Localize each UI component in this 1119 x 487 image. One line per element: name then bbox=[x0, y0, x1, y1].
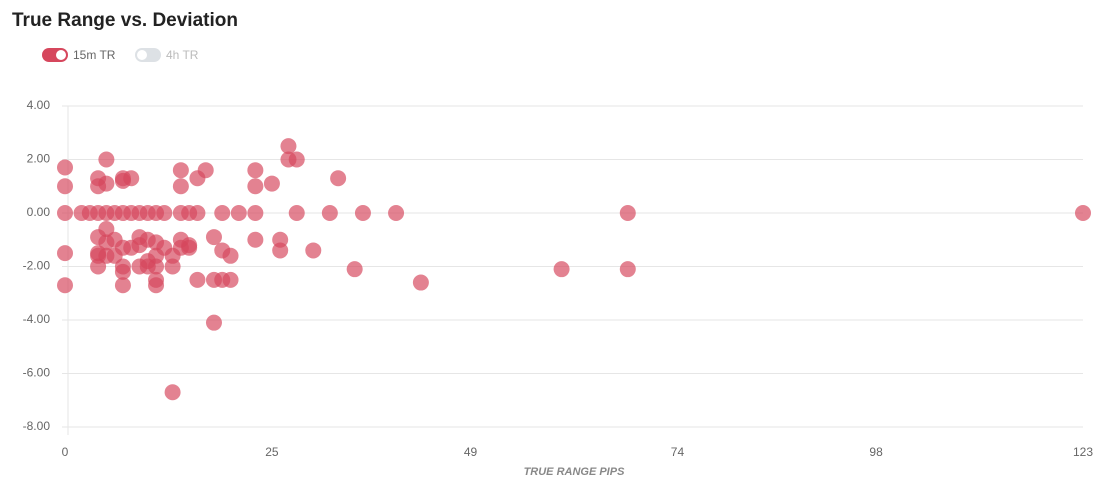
point bbox=[247, 162, 264, 179]
point bbox=[280, 138, 297, 155]
y-tick-label: 4.00 bbox=[27, 98, 51, 112]
point bbox=[1075, 205, 1091, 221]
point bbox=[197, 162, 214, 179]
point bbox=[272, 242, 289, 259]
x-tick-label: 123 bbox=[1073, 445, 1093, 459]
y-tick-label: 2.00 bbox=[27, 152, 51, 166]
point bbox=[222, 271, 239, 288]
legend: 15m TR 4h TR bbox=[42, 48, 199, 62]
point bbox=[57, 245, 73, 262]
x-tick-label: 49 bbox=[464, 445, 478, 459]
point bbox=[57, 178, 73, 195]
point bbox=[321, 205, 338, 221]
legend-label[interactable]: 15m TR bbox=[73, 48, 116, 62]
point bbox=[123, 170, 140, 187]
point bbox=[156, 205, 173, 221]
point bbox=[619, 205, 636, 221]
point bbox=[181, 237, 198, 254]
point bbox=[172, 162, 189, 179]
point bbox=[205, 314, 222, 331]
point bbox=[288, 151, 305, 168]
point bbox=[230, 205, 247, 221]
point bbox=[247, 205, 264, 221]
point bbox=[222, 247, 239, 264]
y-tick-label: -2.00 bbox=[23, 259, 51, 273]
point bbox=[305, 242, 322, 259]
x-tick-label: 98 bbox=[869, 445, 883, 459]
y-tick-label: 0.00 bbox=[27, 205, 51, 219]
point bbox=[98, 151, 115, 168]
point bbox=[619, 261, 636, 278]
chart-title: True Range vs. Deviation bbox=[12, 10, 238, 31]
point bbox=[98, 175, 115, 192]
point bbox=[57, 205, 73, 221]
point bbox=[553, 261, 570, 278]
toggle-knob[interactable] bbox=[137, 50, 147, 60]
y-tick-label: -4.00 bbox=[23, 312, 51, 326]
y-tick-label: -6.00 bbox=[23, 366, 51, 380]
point bbox=[214, 205, 231, 221]
x-axis-title: TRUE RANGE PIPS bbox=[524, 466, 626, 478]
x-tick-label: 25 bbox=[265, 445, 279, 459]
point bbox=[114, 263, 131, 280]
legend-label[interactable]: 4h TR bbox=[166, 48, 199, 62]
toggle-knob[interactable] bbox=[56, 50, 66, 60]
x-tick-label: 74 bbox=[671, 445, 685, 459]
x-tick-label: 0 bbox=[62, 445, 69, 459]
point bbox=[346, 261, 363, 278]
point bbox=[148, 258, 165, 275]
point bbox=[388, 205, 405, 221]
point bbox=[263, 175, 280, 192]
point bbox=[412, 274, 429, 291]
point bbox=[247, 231, 264, 248]
point bbox=[247, 178, 264, 195]
point bbox=[189, 271, 206, 288]
point bbox=[288, 205, 305, 221]
point bbox=[148, 277, 165, 294]
point bbox=[172, 178, 189, 195]
legend-toggle[interactable]: 4h TR bbox=[135, 48, 199, 62]
point bbox=[205, 229, 222, 246]
point bbox=[57, 277, 73, 294]
point bbox=[330, 170, 347, 187]
point bbox=[164, 384, 181, 401]
legend-toggle[interactable]: 15m TR bbox=[42, 48, 116, 62]
point bbox=[114, 277, 131, 294]
point bbox=[189, 205, 206, 221]
point bbox=[57, 159, 73, 176]
point bbox=[354, 205, 371, 221]
point bbox=[164, 258, 181, 275]
y-tick-label: -8.00 bbox=[23, 419, 51, 433]
